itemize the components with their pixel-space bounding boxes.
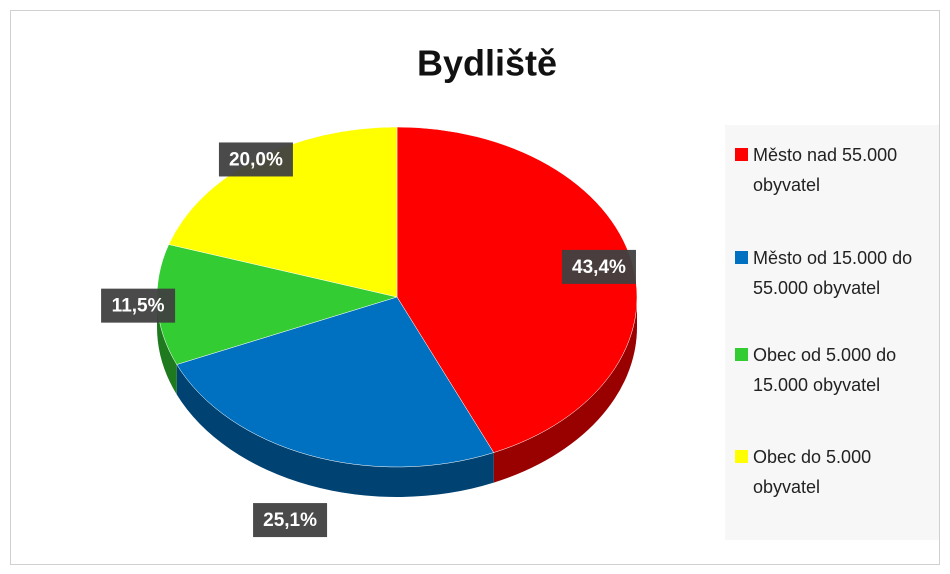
- legend-label: Město nad 55.000 obyvatel: [753, 145, 898, 195]
- legend-swatch: [735, 148, 748, 161]
- slice-side: [176, 364, 494, 497]
- legend-box: [725, 125, 939, 540]
- legend-label: Obec od 5.000 do 15.000 obyvatel: [753, 345, 897, 395]
- data-label-box: [253, 503, 328, 538]
- chart-title: Bydliště: [417, 43, 557, 84]
- slice-side: [493, 297, 637, 483]
- data-label-box: [218, 142, 293, 177]
- slice: [176, 296, 495, 468]
- data-label-box: [101, 288, 176, 323]
- legend-label: Město od 15.000 do 55.000 obyvatel: [753, 248, 913, 298]
- legend-swatch: [735, 251, 748, 264]
- data-label: 43,4%: [572, 257, 626, 278]
- data-label: 20,0%: [229, 149, 283, 170]
- legend-swatch: [735, 348, 748, 361]
- legend-swatch: [735, 450, 748, 463]
- data-label-box: [561, 249, 636, 284]
- data-label: 25,1%: [263, 510, 317, 531]
- legend-label: Obec do 5.000 obyvatel: [753, 447, 872, 497]
- legend-item: Obec do 5.000 obyvatel: [735, 442, 930, 502]
- legend-item: Obec od 5.000 do 15.000 obyvatel: [735, 340, 930, 400]
- legend-item: Město nad 55.000 obyvatel: [735, 140, 930, 200]
- data-label: 11,5%: [112, 296, 165, 317]
- legend-item: Město od 15.000 do 55.000 obyvatel: [735, 243, 930, 303]
